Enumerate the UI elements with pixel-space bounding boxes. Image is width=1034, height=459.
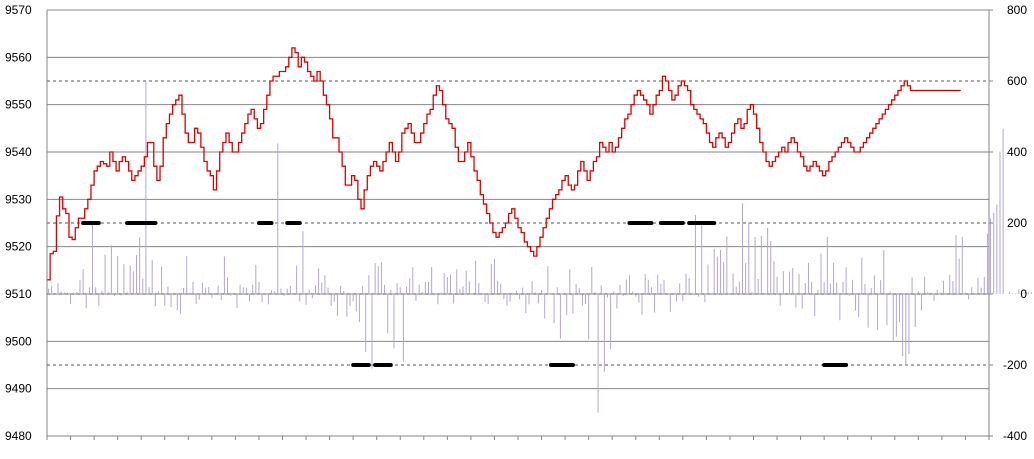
right-tick-label: 600 bbox=[1007, 74, 1027, 88]
left-tick-label: 9490 bbox=[5, 382, 32, 396]
right-tick-label: 0 bbox=[1020, 287, 1027, 301]
left-tick-label: 9540 bbox=[5, 145, 32, 159]
right-axis-labels: 800 600 400 200 0 -200 -400 bbox=[989, 3, 1027, 443]
left-tick-label: 9570 bbox=[5, 3, 32, 17]
right-tick-label: -400 bbox=[1003, 429, 1027, 443]
series-2-bars bbox=[48, 81, 1032, 413]
left-tick-label: 9530 bbox=[5, 192, 32, 206]
right-tick-label: 800 bbox=[1007, 3, 1027, 17]
right-tick-label: 200 bbox=[1007, 216, 1027, 230]
right-tick-label: 400 bbox=[1007, 145, 1027, 159]
left-tick-label: 9500 bbox=[5, 334, 32, 348]
series-1-line bbox=[47, 47, 961, 281]
left-tick-label: 9480 bbox=[5, 429, 32, 443]
plot-area bbox=[46, 9, 1032, 440]
left-tick-label: 9520 bbox=[5, 240, 32, 254]
marker-bars bbox=[81, 221, 849, 367]
left-tick-label: 9550 bbox=[5, 98, 32, 112]
right-tick-label: -200 bbox=[1003, 358, 1027, 372]
left-axis-labels: 9570 9560 9550 9540 9530 9520 9510 9500 9490 9480 bbox=[5, 3, 32, 443]
left-tick-label: 9560 bbox=[5, 50, 32, 64]
x-axis-ticks bbox=[46, 436, 990, 440]
left-tick-label: 9510 bbox=[5, 287, 32, 301]
